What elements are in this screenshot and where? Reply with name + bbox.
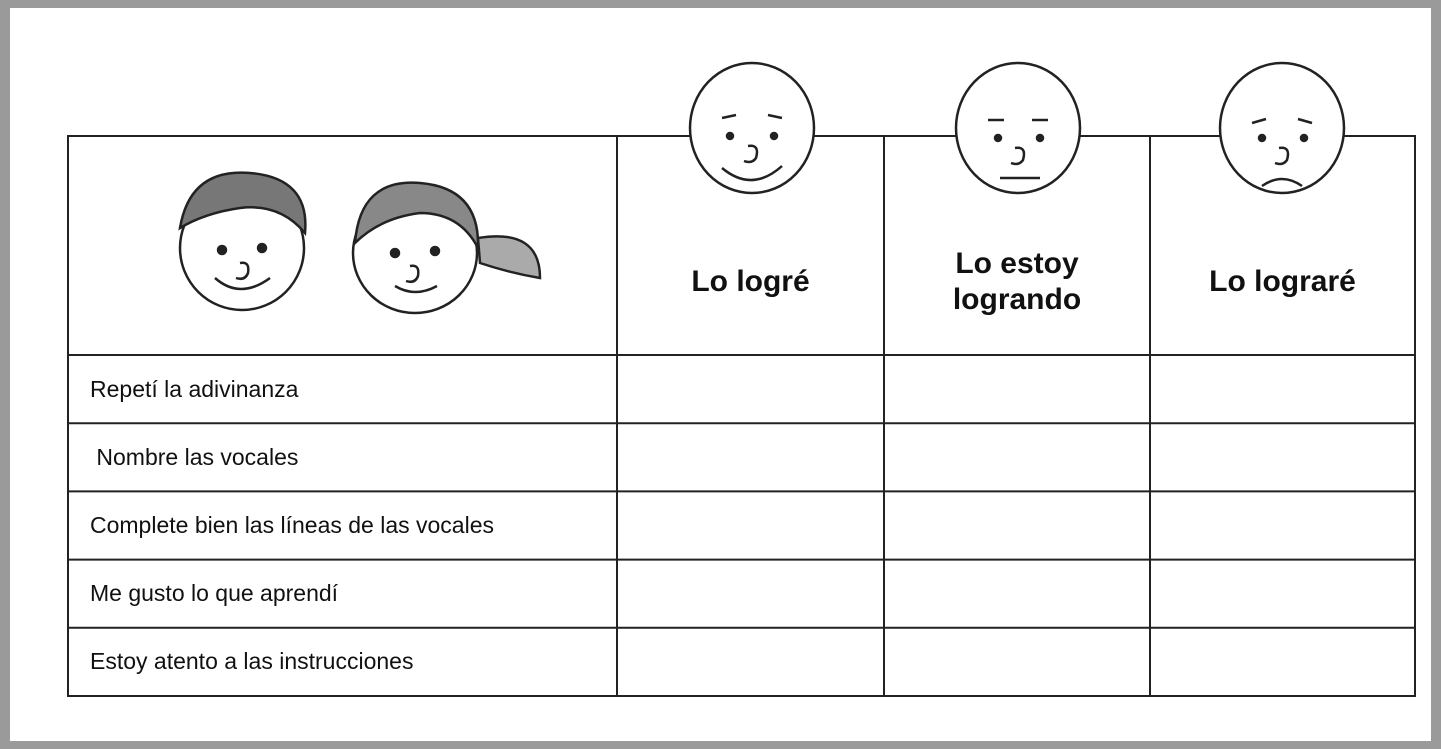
row-label: Complete bien las líneas de las vocales [90, 511, 495, 538]
row-label: Repetí la adivinanza [90, 375, 299, 402]
rating-faces [688, 61, 1346, 195]
table-grid [67, 61, 1416, 697]
row-label: Me gusto lo que aprendí [90, 580, 339, 607]
row-label: Nombre las vocales [90, 443, 299, 470]
worksheet: Lo logré Lo estoy logrando Lo lograré Re… [10, 8, 1431, 741]
column-header: Lo logré [691, 264, 810, 298]
column-header: Lo lograré [1209, 264, 1356, 298]
column-header: Lo estoy logrando [952, 246, 1082, 316]
row-label: Estoy atento a las instrucciones [90, 648, 414, 675]
kids-illustration [178, 171, 542, 315]
